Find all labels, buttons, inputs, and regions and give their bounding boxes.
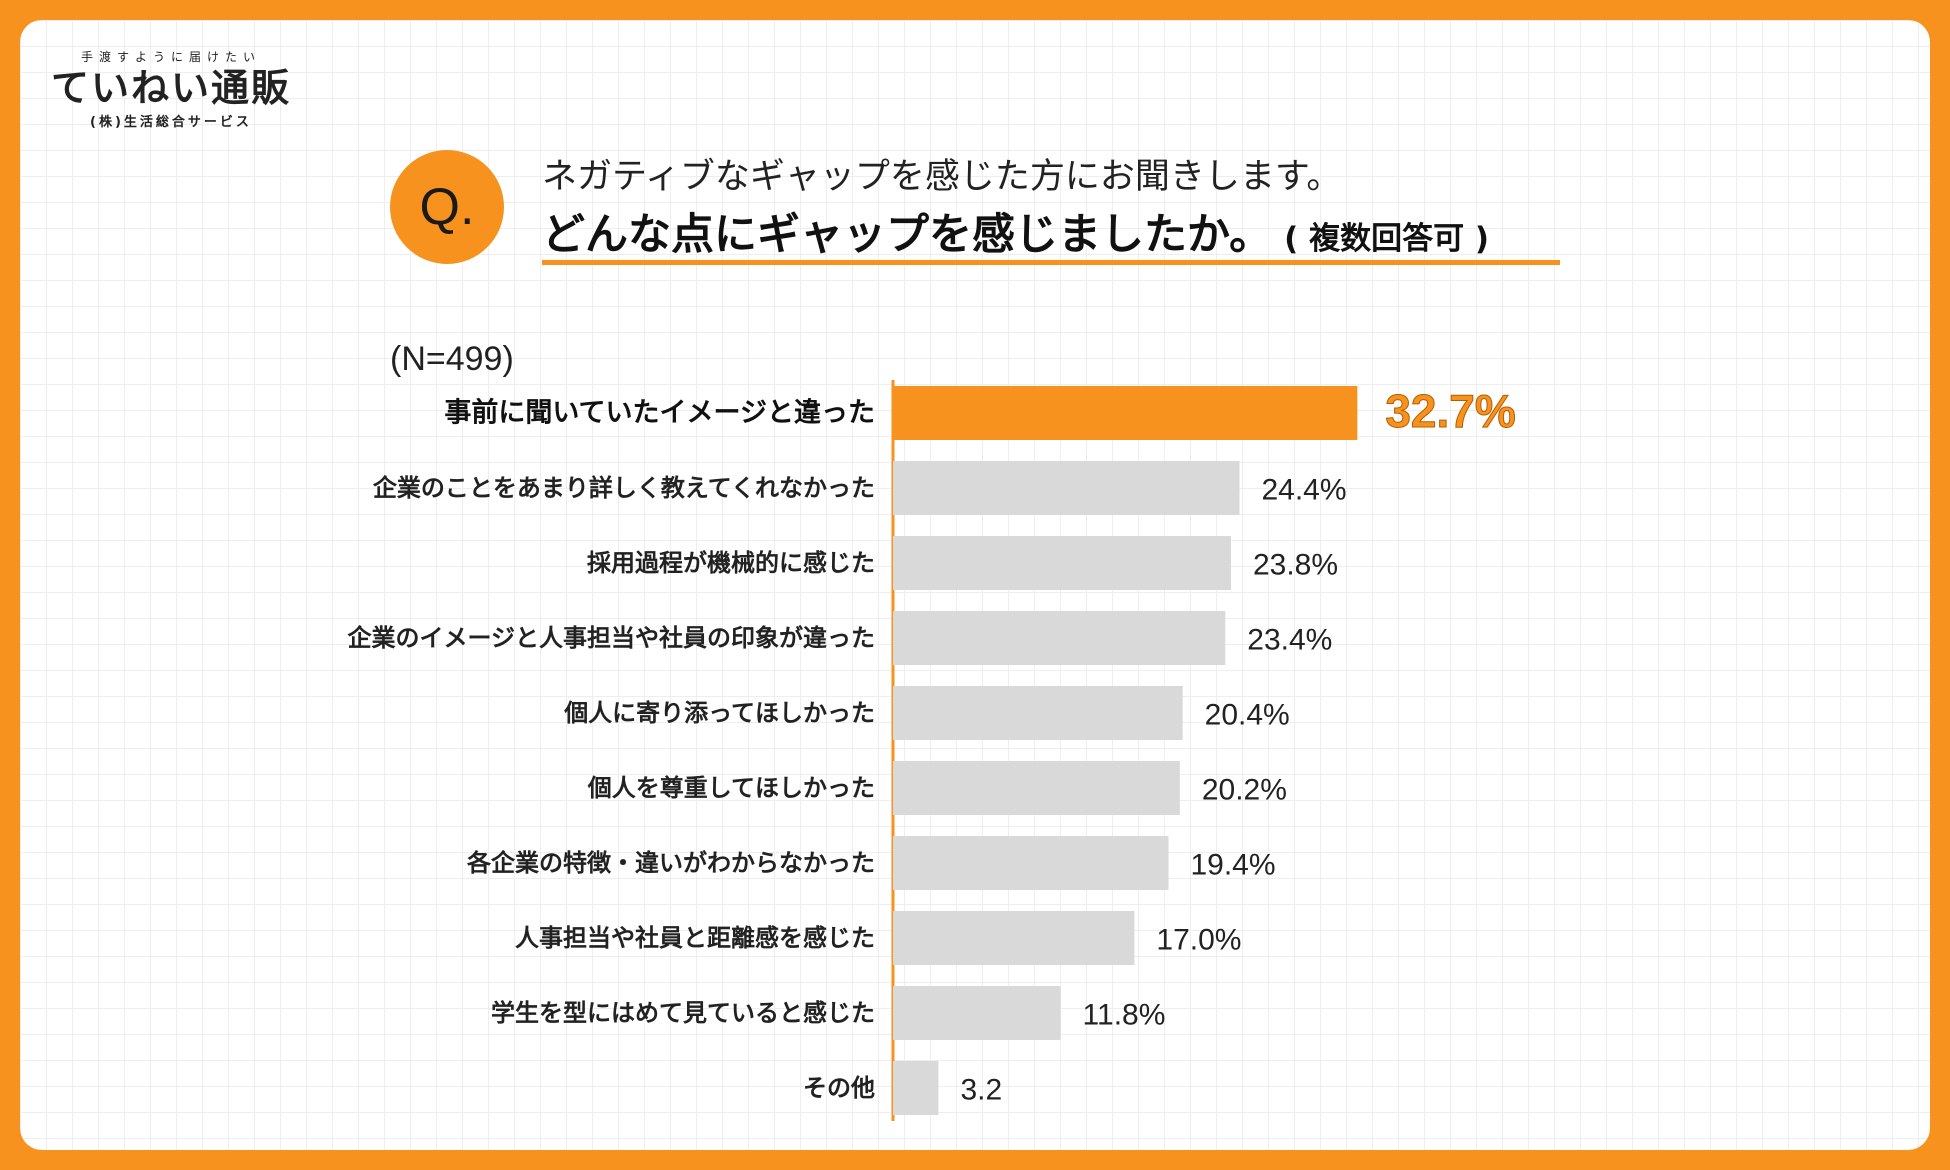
- value-label-3: 23.4%: [1247, 624, 1332, 657]
- category-label-4: 個人に寄り添ってほしかった: [563, 699, 875, 727]
- category-label-8: 学生を型にはめて見ていると感じた: [491, 999, 875, 1027]
- question-title-text: どんな点にギャップを感じましたか。: [542, 210, 1273, 260]
- value-label-5: 20.2%: [1202, 774, 1287, 807]
- chart-card: 手渡すように届けたい ていねい通販 (株)生活総合サービス Q. ネガティブなギ…: [20, 20, 1930, 1150]
- bar-3: [893, 611, 1226, 665]
- bar-4: [893, 686, 1183, 740]
- logo-tagline: 手渡すように届けたい: [80, 50, 261, 64]
- bar-1: [893, 461, 1240, 515]
- question-note: ( 複数回答可 ): [1284, 221, 1490, 257]
- question-title: どんな点にギャップを感じましたか。 ( 複数回答可 ): [542, 200, 1489, 262]
- category-label-2: 採用過程が機械的に感じた: [587, 549, 875, 577]
- value-label-9: 3.2: [960, 1074, 1002, 1107]
- value-label-8: 11.8%: [1083, 999, 1166, 1032]
- bar-0: [893, 386, 1358, 440]
- category-label-7: 人事担当や社員と距離感を感じた: [515, 924, 875, 952]
- bar-8: [893, 986, 1061, 1040]
- sample-size-label: (N=499): [390, 340, 514, 378]
- value-label-6: 19.4%: [1190, 849, 1275, 882]
- value-label-2: 23.8%: [1253, 549, 1338, 582]
- category-label-3: 企業のイメージと人事担当や社員の印象が違った: [347, 624, 875, 652]
- bar-2: [893, 536, 1231, 590]
- category-label-5: 個人を尊重してほしかった: [587, 774, 875, 802]
- bar-chart: 事前に聞いていたイメージと違った 32.7% 企業のことをあまり詳しく教えてくれなか…: [347, 380, 1516, 1121]
- value-label-7: 17.0%: [1156, 924, 1241, 957]
- value-label-4: 20.4%: [1205, 699, 1290, 732]
- logo-name: ていねい通販: [50, 65, 291, 110]
- category-label-6: 各企業の特徴・違いがわからなかった: [466, 849, 875, 877]
- bar-7: [893, 911, 1135, 965]
- value-label-0: 32.7%: [1385, 385, 1515, 437]
- question-badge: Q.: [390, 150, 504, 264]
- bar-9: [893, 1061, 939, 1115]
- brand-logo: 手渡すように届けたい ていねい通販 (株)生活総合サービス: [46, 48, 296, 130]
- bar-6: [893, 836, 1169, 890]
- category-label-0: 事前に聞いていたイメージと違った: [444, 397, 875, 429]
- logo-company: (株)生活総合サービス: [90, 114, 252, 130]
- question-intro: ネガティブなギャップを感じた方にお聞きします。: [542, 157, 1342, 197]
- question-underline: [542, 260, 1560, 265]
- bar-5: [893, 761, 1180, 815]
- category-label-1: 企業のことをあまり詳しく教えてくれなかった: [373, 474, 875, 502]
- category-label-9: その他: [803, 1074, 875, 1102]
- value-label-1: 24.4%: [1261, 474, 1346, 507]
